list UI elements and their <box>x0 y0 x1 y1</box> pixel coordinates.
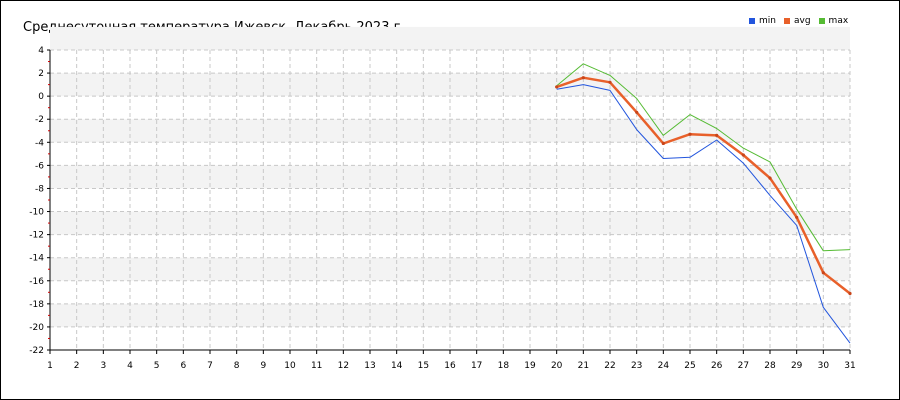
y-tick-label: 2 <box>38 69 44 79</box>
x-tick-label: 20 <box>551 361 563 371</box>
data-point-avg <box>661 141 665 146</box>
x-tick-label: 24 <box>658 361 670 371</box>
y-tick-label: -10 <box>29 208 44 218</box>
x-tick-label: 23 <box>631 361 642 371</box>
x-tick-label: 22 <box>604 361 615 371</box>
x-tick-label: 7 <box>207 361 213 371</box>
legend-item-min: min <box>749 16 776 26</box>
data-point-avg <box>795 215 799 219</box>
grid-band <box>50 303 850 327</box>
x-tick-label: 3 <box>100 361 106 371</box>
y-tick-label: -22 <box>29 346 44 356</box>
x-tick-label: 31 <box>844 361 855 371</box>
x-tick-label: 11 <box>311 361 322 371</box>
x-tick-label: 4 <box>127 361 133 371</box>
x-tick-label: 18 <box>498 361 510 371</box>
x-tick-label: 19 <box>524 361 536 371</box>
series-line-avg <box>556 76 851 295</box>
data-point-avg <box>848 291 852 296</box>
y-tick-label: -18 <box>29 300 44 310</box>
x-tick-label: 27 <box>738 361 749 371</box>
y-tick-label: -16 <box>29 277 44 287</box>
y-tick-label: -12 <box>29 231 44 241</box>
x-tick-label: 8 <box>234 361 240 371</box>
x-tick-label: 2 <box>74 361 80 371</box>
x-tick-label: 28 <box>764 361 776 371</box>
y-tick-label: -14 <box>29 254 44 264</box>
grid-band <box>50 211 850 235</box>
legend-swatch-avg <box>783 18 790 24</box>
x-tick-label: 9 <box>260 361 266 371</box>
legend-label-avg: avg <box>793 16 811 26</box>
legend: min avg max <box>749 16 856 26</box>
y-tick-label: -6 <box>35 161 44 171</box>
x-tick-label: 5 <box>154 361 160 371</box>
x-tick-label: 16 <box>444 361 456 371</box>
legend-swatch-max <box>818 18 825 24</box>
x-tick-label: 21 <box>578 361 589 371</box>
x-tick-label: 1 <box>47 361 53 371</box>
x-tick-label: 17 <box>471 361 482 371</box>
grid-band <box>50 73 850 97</box>
data-point-avg <box>555 85 559 89</box>
legend-item-max: max <box>818 16 849 26</box>
y-tick-label: 4 <box>38 46 44 56</box>
series-line-max <box>556 63 851 252</box>
x-tick-label: 25 <box>684 361 695 371</box>
y-tick-label: -2 <box>35 115 44 125</box>
legend-item-avg: avg <box>783 16 811 26</box>
data-point-avg <box>741 153 745 157</box>
x-tick-label: 30 <box>818 361 830 371</box>
x-tick-label: 14 <box>391 361 403 371</box>
data-point-avg <box>768 176 772 180</box>
data-point-avg <box>608 80 612 84</box>
series-line-min <box>556 84 851 344</box>
grid-band <box>50 26 850 50</box>
x-tick-label: 29 <box>791 361 803 371</box>
y-tick-label: -20 <box>29 323 44 333</box>
x-tick-label: 15 <box>418 361 429 371</box>
legend-label-max: max <box>828 16 849 26</box>
data-point-avg <box>581 76 585 80</box>
data-point-avg <box>635 110 639 114</box>
y-tick-label: -8 <box>35 184 44 194</box>
y-tick-label: 0 <box>38 92 44 102</box>
legend-swatch-min <box>749 18 755 24</box>
data-point-avg <box>688 132 692 136</box>
x-tick-label: 6 <box>180 361 186 371</box>
x-tick-label: 26 <box>711 361 723 371</box>
x-tick-label: 12 <box>338 361 349 371</box>
data-point-avg <box>715 133 719 137</box>
data-point-avg <box>821 271 825 275</box>
x-tick-label: 10 <box>284 361 296 371</box>
y-tick-label: -4 <box>35 138 44 148</box>
legend-label-min: min <box>759 16 776 26</box>
x-tick-label: 13 <box>364 361 375 371</box>
